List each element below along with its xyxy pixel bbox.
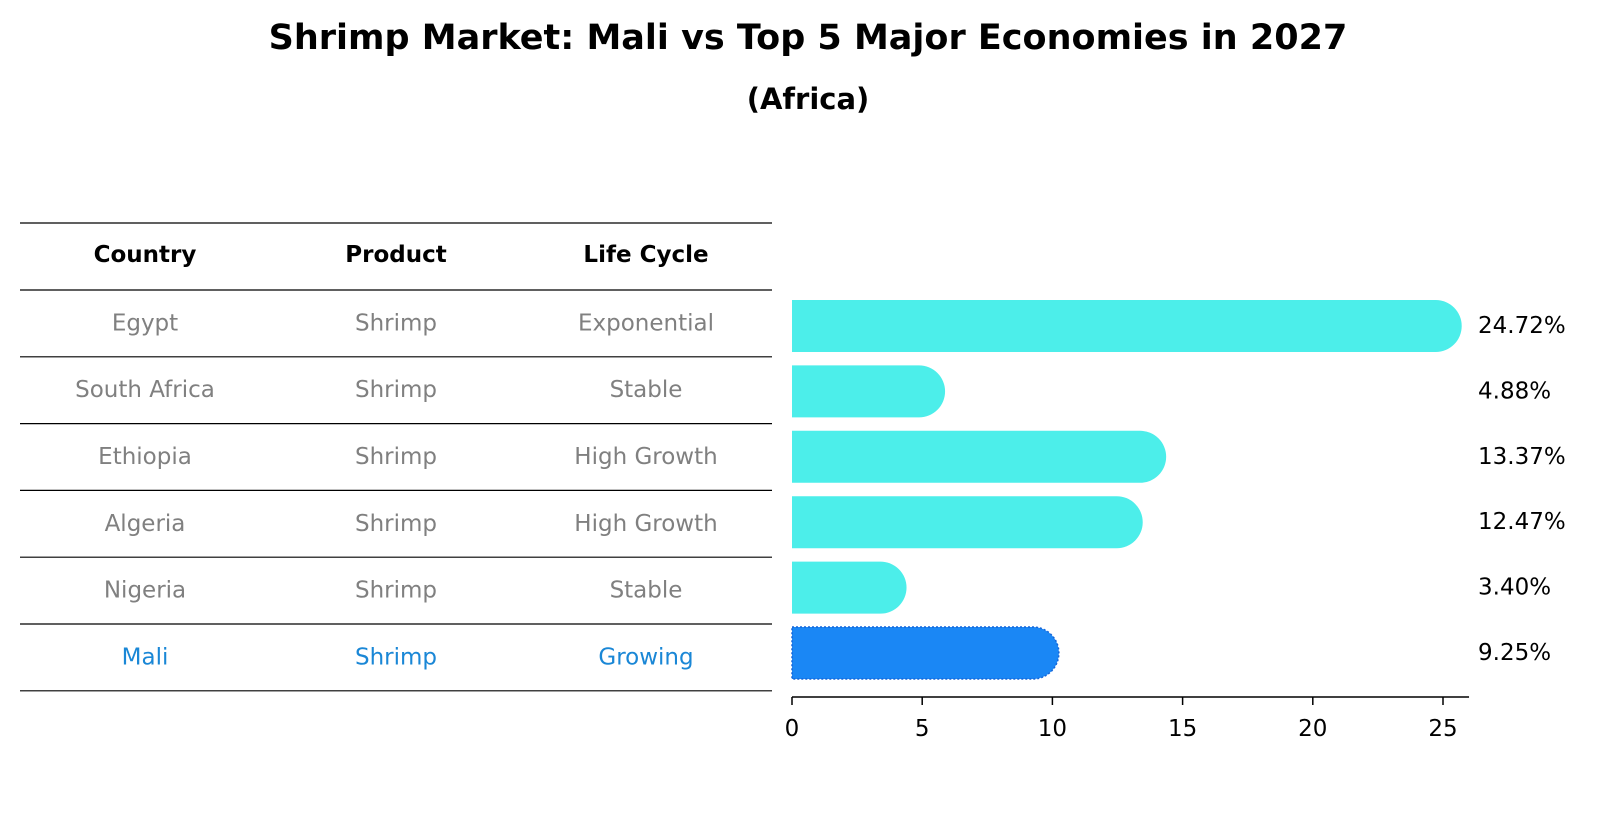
bar-value-label: 3.40% bbox=[1478, 575, 1551, 601]
table-cell: Shrimp bbox=[355, 444, 437, 470]
table-header-cell: Life Cycle bbox=[583, 242, 708, 268]
x-tick-label: 25 bbox=[1428, 716, 1457, 742]
bar-highlight bbox=[791, 626, 1060, 680]
table-cell: Stable bbox=[610, 377, 683, 403]
bar bbox=[792, 561, 907, 614]
bar-value-label: 4.88% bbox=[1478, 378, 1551, 404]
bar bbox=[792, 300, 1462, 352]
table-cell: Mali bbox=[122, 644, 169, 670]
table-cell: Algeria bbox=[105, 511, 186, 537]
table-cell: Stable bbox=[610, 578, 683, 604]
data-table: Country Product Life Cycle Egypt Shrimp Expon… bbox=[20, 222, 772, 692]
bar-value-label: 9.25% bbox=[1478, 640, 1551, 666]
x-tick-label: 10 bbox=[1038, 716, 1067, 742]
table-cell: Ethiopia bbox=[98, 444, 192, 470]
bar bbox=[792, 496, 1143, 549]
x-axis: 0 5 10 15 20 25 bbox=[785, 696, 1470, 742]
table-cell: Growing bbox=[598, 644, 693, 670]
table-header-cell: Country bbox=[94, 242, 197, 268]
bar-value-label: 12.47% bbox=[1478, 509, 1566, 535]
table-cell: Nigeria bbox=[104, 578, 186, 604]
bar-value-label: 24.72% bbox=[1478, 313, 1566, 339]
bar-value-label: 13.37% bbox=[1478, 444, 1566, 470]
bar-series bbox=[791, 300, 1462, 680]
table-cell: High Growth bbox=[574, 444, 717, 470]
table-cell: Shrimp bbox=[355, 377, 437, 403]
table-cell: Egypt bbox=[112, 310, 178, 336]
table-cell: South Africa bbox=[75, 377, 215, 403]
chart-subtitle: (Africa) bbox=[747, 82, 870, 116]
table-cell: Shrimp bbox=[355, 578, 437, 604]
value-labels: 24.72% 4.88% 13.37% 12.47% 3.40% 9.25% bbox=[1478, 313, 1566, 666]
table-cell: Exponential bbox=[578, 310, 714, 336]
table-cell: Shrimp bbox=[355, 310, 437, 336]
x-tick-label: 5 bbox=[915, 716, 930, 742]
bar bbox=[792, 430, 1167, 483]
table-cell: High Growth bbox=[574, 511, 717, 537]
x-tick-label: 20 bbox=[1298, 716, 1327, 742]
table-cell: Shrimp bbox=[355, 511, 437, 537]
table-cell: Shrimp bbox=[355, 644, 437, 670]
x-tick-label: 15 bbox=[1168, 716, 1197, 742]
chart-title: Shrimp Market: Mali vs Top 5 Major Econo… bbox=[269, 18, 1348, 58]
bar bbox=[792, 365, 946, 418]
x-tick-label: 0 bbox=[785, 716, 800, 742]
table-header-cell: Product bbox=[345, 242, 446, 268]
